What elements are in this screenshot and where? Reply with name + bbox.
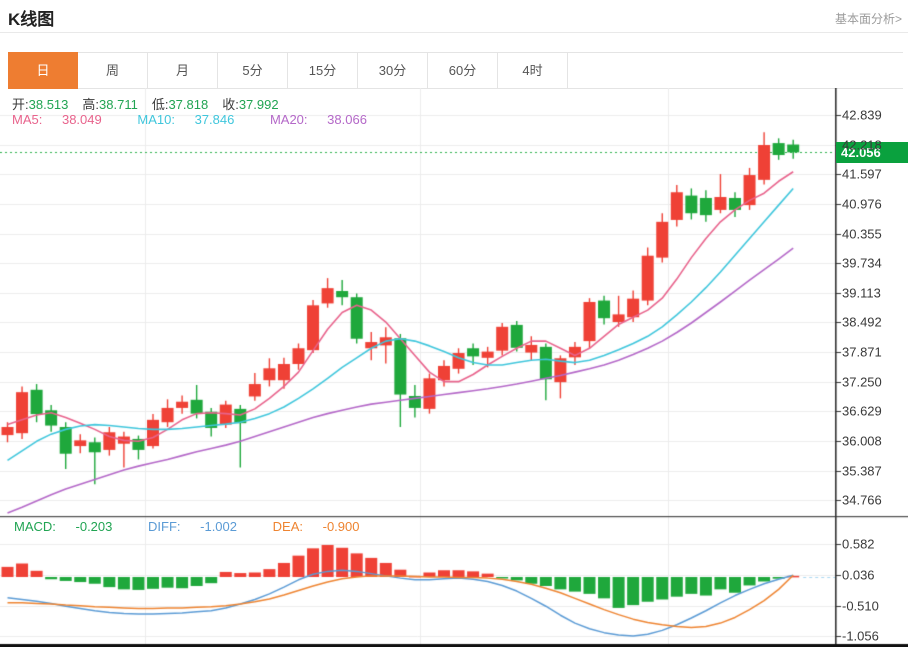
y-axis-label: 42.839	[842, 107, 882, 123]
titlebar: K线图 基本面分析>	[0, 0, 908, 33]
high-label: 高:	[82, 97, 100, 112]
y-axis-label: 39.734	[842, 255, 882, 271]
diff-value: DIFF: -1.002	[148, 519, 238, 534]
dea-value: DEA: -0.900	[272, 519, 360, 534]
close-value: 37.992	[238, 97, 279, 112]
open-label: 开:	[12, 97, 29, 112]
period-tab-bar: 日周月 5分 15分 30分 60分 4时	[8, 52, 903, 89]
ma20-readout: MA20: 38.066	[269, 112, 367, 127]
kline-chart: 开:38.513 高:38.711 低:37.818 收:37.992 MA5: 38…	[0, 88, 908, 647]
high-value: 38.711	[99, 97, 138, 112]
ma-readout: MA5: 38.049 MA10: 37.846 MA20: 38.066	[12, 112, 399, 127]
ma5-readout: MA5: 38.049	[12, 112, 102, 127]
low-value: 37.818	[168, 97, 209, 112]
y-axis-label: 35.387	[842, 463, 882, 479]
tab-period-5[interactable]: 30分	[358, 52, 428, 89]
low-label: 低:	[151, 97, 169, 112]
y-axis-label: 40.355	[842, 226, 882, 242]
y-axis-label: 36.629	[842, 403, 882, 419]
y-axis-label: 41.597	[842, 166, 882, 182]
tab-period-0[interactable]: 日	[8, 52, 78, 89]
ohlc-readout: 开:38.513 高:38.711 低:37.818 收:37.992	[12, 94, 293, 113]
ma10-readout: MA10: 37.846	[137, 112, 235, 127]
y-axis-label: 37.871	[842, 344, 882, 360]
y-axis-label: 0.582	[842, 536, 875, 552]
y-axis-label: -0.510	[842, 598, 879, 614]
y-axis-label: 37.250	[842, 374, 882, 390]
fundamental-analysis-link[interactable]: 基本面分析>	[834, 12, 902, 26]
macd-value: MACD: -0.203	[14, 519, 113, 534]
tab-period-7[interactable]: 4时	[498, 52, 568, 89]
tab-period-4[interactable]: 15分	[288, 52, 358, 89]
y-axis-label: 0.036	[842, 567, 875, 583]
tab-period-6[interactable]: 60分	[428, 52, 498, 89]
y-axis-label: 40.976	[842, 196, 882, 212]
page-title: K线图	[8, 10, 55, 29]
y-axis-label: 39.113	[842, 285, 881, 301]
kline-chart-canvas[interactable]	[0, 88, 908, 647]
tab-bar-filler	[568, 52, 903, 89]
tab-period-2[interactable]: 月	[148, 52, 218, 89]
current-price-tag: 42.056	[836, 142, 908, 163]
y-axis-label: 36.008	[842, 433, 882, 449]
tab-period-3[interactable]: 5分	[218, 52, 288, 89]
macd-readout: MACD: -0.203 DIFF: -1.002 DEA: -0.900	[14, 519, 391, 534]
y-axis-label: 38.492	[842, 314, 882, 330]
tab-period-1[interactable]: 周	[78, 52, 148, 89]
y-axis-label: 34.766	[842, 492, 882, 508]
open-value: 38.513	[28, 97, 69, 112]
close-label: 收:	[222, 97, 239, 112]
y-axis-label: -1.056	[842, 628, 879, 644]
y-axis-label: 42.218	[842, 137, 882, 153]
